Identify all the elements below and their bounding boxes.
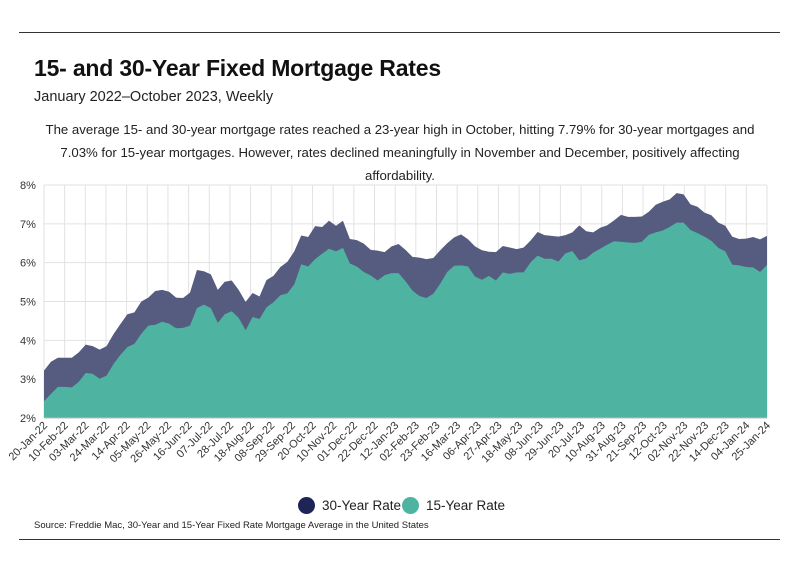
legend-swatch-15-year: [402, 497, 419, 514]
chart-subtitle: January 2022–October 2023, Weekly: [34, 89, 274, 105]
legend-item-15-year: 15-Year Rate: [402, 497, 505, 514]
y-tick-label: 2%: [20, 413, 36, 425]
y-tick-label: 4%: [20, 335, 36, 347]
y-tick-label: 5%: [20, 297, 36, 309]
source-note: Source: Freddie Mac, 30-Year and 15-Year…: [34, 520, 429, 531]
chart-title: 15- and 30-Year Fixed Mortgage Rates: [34, 55, 441, 81]
legend-label-30-year: 30-Year Rate: [322, 498, 402, 513]
top-rule: [19, 32, 780, 33]
series-area-15-year: [44, 222, 767, 418]
y-tick-label: 3%: [20, 374, 36, 386]
y-tick-label: 8%: [20, 180, 36, 192]
chart-description: The average 15- and 30-year mortgage rat…: [45, 122, 755, 183]
bottom-rule: [19, 539, 780, 540]
y-tick-label: 6%: [20, 258, 36, 270]
legend: 30-Year Rate 15-Year Rate: [0, 497, 801, 519]
legend-label-15-year: 15-Year Rate: [426, 498, 506, 513]
y-tick-label: 7%: [20, 219, 36, 231]
legend-swatch-30-year: [298, 497, 315, 514]
legend-item-30-year: 30-Year Rate: [298, 497, 401, 514]
